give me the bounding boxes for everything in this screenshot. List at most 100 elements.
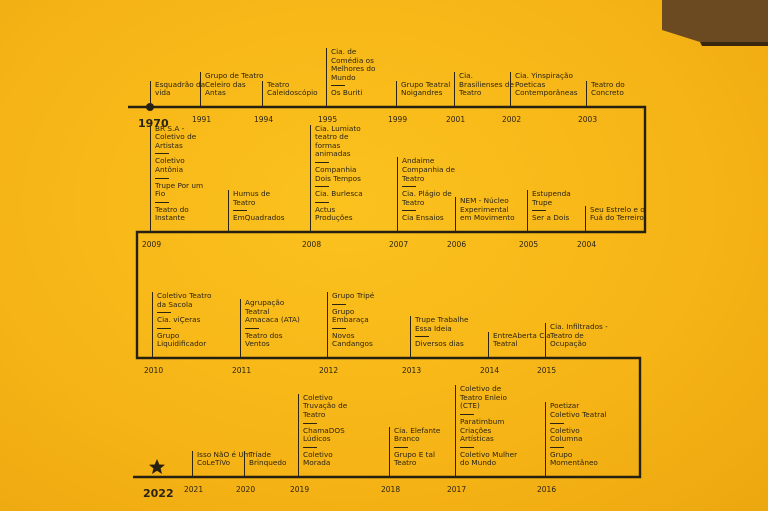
year-label: 2014 <box>480 366 500 375</box>
year-label: 2010 <box>144 366 164 375</box>
group-name: Grupo Embaraça <box>332 303 391 325</box>
group-name: Cia. Brasilienses de Teatro <box>459 71 515 98</box>
year-label: 2005 <box>519 240 539 249</box>
group-name: Grupo Tripé <box>332 290 375 300</box>
group-name: Poetizar Coletivo Teatral <box>550 401 607 419</box>
group-name: Grupo E tal Teatro <box>394 446 453 468</box>
group-name: Diversos dias <box>415 336 474 349</box>
year-label: 1995 <box>318 115 338 124</box>
year-label: 2016 <box>537 485 557 494</box>
timeline-entry: Agrupação Teatral Amacaca (ATA) Teatro do… <box>240 297 304 358</box>
year-label: 2008 <box>302 240 322 249</box>
year-label: 2003 <box>578 115 598 124</box>
group-name: Teatro do Instante <box>155 201 214 223</box>
group-name: Coletivo Antônia <box>155 153 214 174</box>
timeline-entry: EntreAberta Cia Teatral <box>488 330 552 358</box>
year-label: 2017 <box>447 485 467 494</box>
year-label: 2002 <box>502 115 522 124</box>
group-name: Grupo Liquidificador <box>157 327 216 349</box>
timeline-entry: Estupenda Trupe Ser a Dois <box>527 189 591 232</box>
group-name: Os Buriti <box>331 85 390 98</box>
year-label: 2019 <box>290 485 310 494</box>
timeline-entry: Cia. de Comédia os Melhores do Mundo Os B… <box>326 46 390 107</box>
year-label: 2006 <box>447 240 467 249</box>
group-name: Cia. Yinspiração Poeticas Contemporâneas <box>515 71 578 98</box>
group-name: Coletivo de Teatro Enleio (CTE) <box>460 384 507 411</box>
group-name: EntreAberta Cia Teatral <box>493 330 551 349</box>
timeline-entry: Coletivo de Teatro Enleio (CTE) Paratimbu… <box>455 384 519 477</box>
group-name: Andaime Companhia de Teatro <box>402 156 455 183</box>
timeline-entry: Esquadrão da vida <box>150 79 214 107</box>
timeline-entry: BR S.A - Coletivo de Artistas Coletivo An… <box>150 123 214 232</box>
timeline-entry: Grupo Teatral Noigandres <box>396 79 460 107</box>
year-label: 2018 <box>381 485 401 494</box>
timeline-entry: Grupo de Teatro Celeiro das Antas <box>200 71 264 107</box>
group-name: Grupo de Teatro Celeiro das Antas <box>205 71 264 98</box>
timeline-entry: Isso NãO é Um CoLeTiVo <box>192 450 256 477</box>
group-name: Novos Candangos <box>332 327 391 349</box>
timeline-entry: Tríade Brinquedo <box>244 450 308 477</box>
timeline-entry: Cia. Yinspiração Poeticas Contemporâneas <box>510 71 578 107</box>
group-name: Cia. viÇeras <box>157 312 216 325</box>
timeline-entry: Teatro Caleidoscópio <box>262 79 326 107</box>
group-name: Cia. Elefante Branco <box>394 425 441 444</box>
group-name: BR S.A - Coletivo de Artistas <box>155 123 197 150</box>
group-name: Cia. Burlesca <box>315 186 374 199</box>
timeline-entry: Seu Estrelo e o Fuá do Terreiro <box>585 205 649 232</box>
year-label: 1994 <box>254 115 274 124</box>
group-name: Grupo Teatral Noigandres <box>401 79 451 98</box>
group-name: Humus de Teatro <box>233 189 271 207</box>
group-name: Estupenda Trupe <box>532 189 571 207</box>
timeline-entry: Coletivo Teatro da Sacola Cia. viÇeras Gru… <box>152 290 216 358</box>
timeline-entry: Cia. Lumiato teatro de formas animadas Co… <box>310 123 374 232</box>
year-label: 2011 <box>232 366 252 375</box>
year-label: 2001 <box>446 115 466 124</box>
group-name: Paratimbum Criações Artísticas <box>460 413 519 444</box>
group-name: Grupo Momentâneo <box>550 446 609 468</box>
group-name: Cia Ensaios <box>402 210 461 223</box>
group-name: Agrupação Teatral Amacaca (ATA) <box>245 297 300 325</box>
group-name: Ser a Dois <box>532 210 591 223</box>
timeline-entry: Cia. Brasilienses de Teatro <box>454 71 518 107</box>
group-name: Coletivo Columna <box>550 422 609 444</box>
year-label: 2020 <box>236 485 256 494</box>
group-name: NEM - Núcleo Experimental em Movimento <box>460 196 515 223</box>
end-year: 2022 <box>143 487 174 500</box>
year-label: 2004 <box>577 240 597 249</box>
timeline-entry: Poetizar Coletivo Teatral Coletivo Column… <box>545 401 609 477</box>
group-name: Cia. Infiltrados - Teatro de Ocupação <box>550 322 608 349</box>
timeline-entry: Cia. Elefante Branco Grupo E tal Teatro <box>389 425 453 477</box>
group-name: Trupe Por um Fio <box>155 177 214 199</box>
group-name: Cia. Plágio de Teatro <box>402 186 461 207</box>
group-name: Coletivo Truvação de Teatro <box>303 392 348 419</box>
group-name: Coletivo Mulher do Mundo <box>460 446 518 468</box>
group-name: EmQuadrados <box>233 210 292 223</box>
group-name: Teatro Caleidoscópio <box>267 79 318 98</box>
group-name: Companhia Dois Tempos <box>315 161 374 183</box>
timeline-entry: Grupo Tripé Grupo Embaraça Novos Candangos <box>327 290 391 358</box>
year-label: 2013 <box>402 366 422 375</box>
end-star <box>149 459 165 474</box>
start-dot <box>146 103 154 111</box>
group-name: Cia. Lumiato teatro de formas animadas <box>315 123 361 159</box>
group-name: Coletivo Teatro da Sacola <box>157 290 212 309</box>
group-name: Esquadrão da vida <box>155 79 206 98</box>
timeline-entry: NEM - Núcleo Experimental em Movimento <box>455 196 519 232</box>
group-name: Teatro dos Ventos <box>245 327 304 349</box>
beam <box>662 0 768 42</box>
beam-shadow <box>700 42 768 46</box>
start-year: 1970 <box>138 117 169 130</box>
group-name: Cia. de Comédia os Melhores do Mundo <box>331 46 376 82</box>
year-label: 2012 <box>319 366 339 375</box>
group-name: Coletivo Morada <box>303 446 362 468</box>
year-label: 2021 <box>184 485 204 494</box>
group-name: Actus Produções <box>315 201 374 223</box>
timeline-entry: Cia. Infiltrados - Teatro de Ocupação <box>545 322 609 358</box>
timeline-entry: Andaime Companhia de Teatro Cia. Plágio d… <box>397 157 461 232</box>
group-name: Teatro do Concreto <box>591 79 625 98</box>
timeline-entry: Trupe Trabalhe Essa Ideia Diversos dias <box>410 315 474 358</box>
timeline-entry: Humus de Teatro EmQuadrados <box>228 189 292 232</box>
group-name: ChamaDOS Lúdicos <box>303 422 362 444</box>
